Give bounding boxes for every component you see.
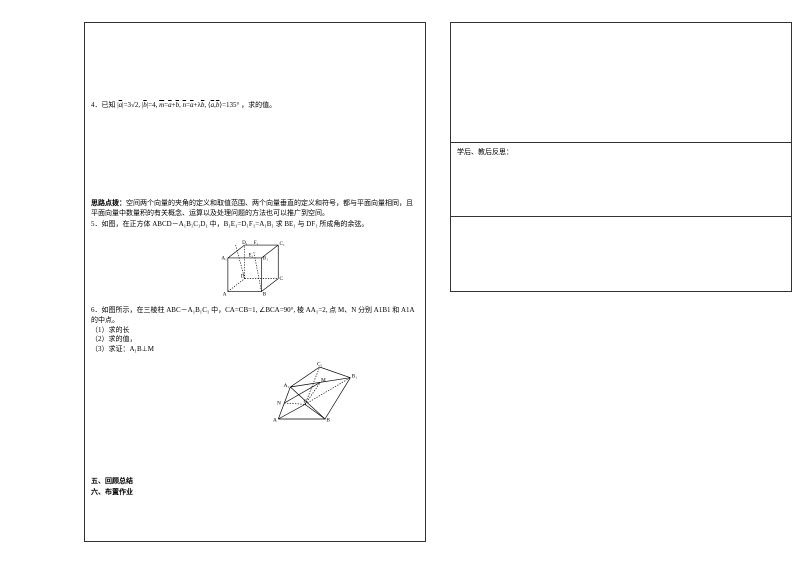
figure-cube: D₁ F₁ C₁ A₁ E₁ B₁ D C A B — [91, 236, 419, 302]
q4-tail: ，求的值。 — [241, 101, 276, 109]
tip-block: 思路点拨：空间两个向量的夹角的定义和取值范围、两个向量垂直的定义和符号，都与平面… — [91, 199, 419, 219]
tip-text: 空间两个向量的夹角的定义和取值范围、两个向量垂直的定义和符号，都与平面向量相同，… — [91, 199, 413, 217]
q4-label: 4．已知 — [91, 101, 116, 109]
lbl2-B1: B₁ — [352, 374, 358, 380]
lbl2-C1: C₁ — [317, 362, 323, 368]
right-page: 学后、教后反思： — [450, 22, 792, 292]
lbl-A1: A₁ — [221, 255, 227, 261]
q6-text: 6．如图所示，在三棱柱 ABC－A₁B₁C₁ 中，CA=CB=1, ∠BCA=9… — [91, 306, 419, 326]
lbl2-B: B — [326, 418, 330, 424]
lbl-D1: D₁ — [242, 240, 248, 246]
q6-s2: （2）求的值， — [91, 335, 419, 345]
figure-prism: C₁ B₁ M A₁ N C B A — [211, 357, 419, 429]
section-5: 五、回顾总结 — [91, 477, 419, 487]
lbl-F1: F₁ — [254, 240, 259, 246]
q6-s3: （3）求证：A₁B⊥M — [91, 345, 419, 355]
left-page: 4．已知 |a|=3√2, |b|=4, m=a+b, n=a+λb, ⟨a,b… — [84, 22, 426, 542]
question-4: 4．已知 |a|=3√2, |b|=4, m=a+b, n=a+λb, ⟨a,b… — [91, 101, 419, 111]
reflection-label: 学后、教后反思： — [457, 148, 513, 156]
right-cell-mid: 学后、教后反思： — [450, 142, 792, 217]
lbl-D: D — [241, 274, 245, 280]
lbl-C1: C₁ — [280, 241, 285, 247]
right-cell-bot — [450, 217, 792, 292]
lbl-A: A — [223, 292, 227, 298]
tip-label: 思路点拨： — [91, 199, 126, 207]
lbl-C: C — [280, 276, 284, 282]
section-6: 六、布置作业 — [91, 488, 419, 498]
lbl-B1: B₁ — [263, 255, 268, 261]
right-cell-top — [450, 22, 792, 142]
lbl2-M: M — [321, 378, 326, 384]
lbl-E1: E₁ — [249, 253, 254, 259]
lbl2-A1: A₁ — [284, 383, 290, 389]
q4-formula: |a|=3√2, |b|=4, m=a+b, n=a+λb, ⟨a,b⟩=135… — [117, 101, 239, 109]
lbl-B: B — [263, 292, 267, 298]
q5-text: 5．如图，在正方体 ABCD－A₁B₁C₁D₁ 中，B₁E₁=D₁F₁=A₁B₁… — [91, 220, 368, 228]
lbl2-C: C — [304, 399, 308, 405]
lbl2-N: N — [277, 400, 281, 406]
q6-s1: （1）求的长 — [91, 326, 419, 336]
question-5: 5．如图，在正方体 ABCD－A₁B₁C₁D₁ 中，B₁E₁=D₁F₁=A₁B₁… — [91, 220, 419, 230]
lbl2-A: A — [273, 418, 277, 424]
question-6: 6．如图所示，在三棱柱 ABC－A₁B₁C₁ 中，CA=CB=1, ∠BCA=9… — [91, 306, 419, 355]
